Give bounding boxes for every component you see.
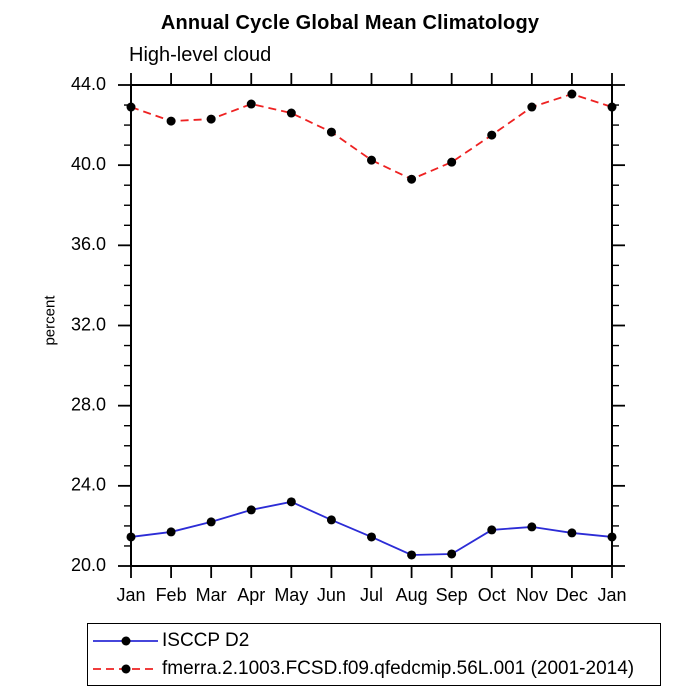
series-line-merra (130, 93, 613, 181)
x-tick-label: Jan (597, 585, 626, 605)
chart-title: Annual Cycle Global Mean Climatology (160, 12, 540, 34)
x-tick-label: Apr (237, 585, 265, 605)
data-point-marker (367, 155, 376, 165)
x-tick-label: Nov (516, 585, 548, 605)
y-tick-label: 36.0 (71, 234, 106, 254)
data-point-marker (246, 99, 256, 109)
y-tick-label: 20.0 (71, 555, 106, 575)
legend-box: ISCCP D2 fmerra.2.1003.FCSD.f09.qfedcmip… (87, 623, 661, 686)
data-point-marker (326, 515, 336, 525)
data-point-marker (246, 505, 256, 515)
isccp-marker-dot-icon (121, 636, 131, 646)
data-point-marker (126, 102, 136, 112)
x-tick-label: Dec (556, 585, 588, 605)
y-tick-label: 24.0 (71, 475, 106, 495)
legend-label-isccp: ISCCP D2 (162, 630, 250, 651)
x-tick-label: Feb (156, 585, 187, 605)
data-point-marker (286, 108, 296, 118)
data-point-marker (407, 550, 417, 560)
data-point-marker (607, 532, 617, 542)
x-tick-label: Jul (360, 585, 383, 605)
data-point-marker (286, 497, 296, 507)
data-point-marker (126, 532, 136, 542)
series-line-isccp-d2 (130, 500, 613, 556)
x-tick-label: Jan (116, 585, 145, 605)
x-tick-label: Aug (396, 585, 428, 605)
data-point-marker (447, 157, 457, 167)
data-point-marker (567, 528, 577, 538)
x-tick-label: Sep (436, 585, 468, 605)
x-tick-label: Oct (478, 585, 506, 605)
data-point-marker (166, 116, 176, 126)
y-tick-label: 32.0 (71, 314, 106, 334)
data-point-marker (487, 130, 497, 140)
data-point-marker (407, 174, 417, 184)
data-point-marker (206, 517, 216, 527)
isccp-line-sample (93, 636, 158, 646)
data-point-marker (367, 532, 376, 542)
legend-item-isccp: ISCCP D2 (93, 630, 249, 652)
data-point-marker (607, 102, 617, 112)
data-point-marker (447, 549, 457, 559)
x-tick-label: May (274, 585, 308, 605)
x-tick-label: Jun (317, 585, 346, 605)
data-point-marker (326, 127, 336, 137)
data-point-marker (527, 102, 537, 112)
legend-item-merra: fmerra.2.1003.FCSD.f09.qfedcmip.56L.001 … (93, 658, 634, 680)
legend-label-merra: fmerra.2.1003.FCSD.f09.qfedcmip.56L.001 … (162, 658, 635, 679)
data-point-marker (567, 89, 577, 99)
data-point-marker (206, 114, 216, 124)
data-point-marker (166, 527, 176, 537)
y-tick-label: 28.0 (71, 394, 106, 414)
y-tick-label: 44.0 (71, 74, 106, 94)
data-point-marker (487, 525, 497, 535)
merra-line-sample (93, 664, 158, 674)
chart-subtitle: High-level cloud (129, 44, 272, 66)
merra-marker-dot-icon (121, 664, 131, 674)
y-tick-label: 40.0 (71, 154, 106, 174)
x-tick-label: Mar (196, 585, 227, 605)
data-point-marker (527, 522, 537, 532)
